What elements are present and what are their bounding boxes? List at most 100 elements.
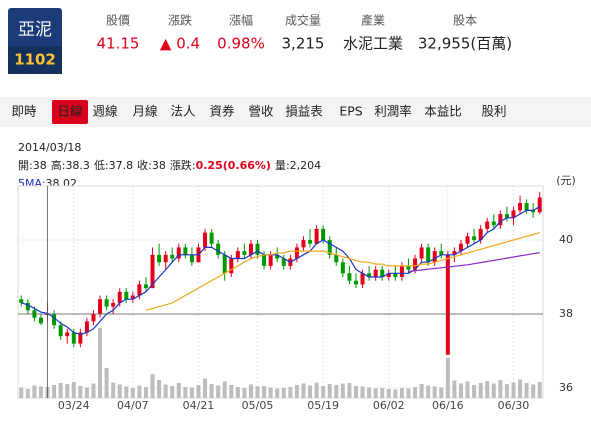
tab[interactable]: 月線 [132,104,158,119]
candle-body [334,254,339,263]
ma-line [408,252,540,273]
candle-body [98,299,103,315]
volume-bar [222,381,227,398]
candle-body [124,291,129,300]
candle-body [465,236,470,244]
candle-body [373,269,378,278]
volume-bar [353,386,358,398]
candle-body [84,321,89,333]
volume-bar [518,379,523,398]
candle-body [308,240,313,244]
candle-body [216,243,221,255]
info-value: 38 [152,159,166,172]
candle-body [262,254,267,266]
volume-bar [170,386,175,398]
candle-body [255,243,260,255]
volume-bar [58,383,63,398]
field-value: 水泥工業 [343,35,403,53]
volume-bar [189,387,194,398]
field-value: ▲ 0.4 [160,35,200,53]
field-label: 漲跌 [168,13,192,28]
candle-body [360,273,365,285]
volume-bar [262,386,267,398]
field-value: 41.15 [97,35,140,53]
tab[interactable]: 營收 [248,104,274,119]
tab[interactable]: 本益比 [424,104,462,119]
tab[interactable]: 資券 [209,104,235,119]
candle-body [117,291,122,303]
volume-bar [242,388,247,398]
field-label: 股價 [106,14,130,28]
candle-body [91,314,96,322]
volume-bar [386,389,391,398]
volume-bar [452,380,457,398]
volume-bar [465,381,470,398]
info-value: 38 [33,159,47,172]
volume-bar [71,382,76,398]
candle-body [380,269,385,278]
volume-bar [472,385,477,398]
tab[interactable]: 損益表 [285,104,323,119]
volume-bar [84,387,89,398]
candle-body [157,254,162,263]
volume-bar [38,386,43,398]
volume-bar [380,388,385,398]
tabs: 即時 日線 週線 月線 法人 資券 營收 損益表 EPS 利潤率 本益比 股利 [11,100,507,124]
chart: 36 38 40 03/24 04/07 04/21 05/05 05/19 06/02 06/1… [17,185,573,412]
volume-bar [491,383,496,398]
tab[interactable]: 即時 [11,104,37,119]
candle-body [52,314,57,326]
candle-body [294,247,299,259]
volume-bar [367,387,372,398]
candle-body [386,273,391,278]
tab[interactable]: 日線 [57,104,83,119]
tab[interactable]: 股利 [481,104,506,119]
candle-body [65,332,70,337]
tab[interactable]: EPS [339,104,362,119]
volume-bar [65,384,70,398]
candle-body [511,210,516,218]
x-tick-label: 04/21 [183,399,215,412]
ma-line [145,232,540,311]
badge-code-bg [8,46,62,74]
candle-body [485,221,490,229]
volume-bar [537,381,542,398]
info-label: 收: [137,158,152,172]
volume-bar [104,368,109,398]
field-value: 3,215 [282,35,325,53]
volume-bar [413,387,418,398]
tab[interactable]: 週線 [92,104,118,119]
candle-body [38,317,43,324]
candle-body [321,228,326,241]
info-date: 2014/03/18 [18,141,81,154]
volume-bar [360,386,365,398]
field-value: 32,955(百萬) [418,35,512,53]
tab[interactable]: 利潤率 [374,104,412,119]
volume-bar [511,382,516,398]
volume-bar [143,387,148,398]
volume-bar [445,358,450,398]
tab[interactable]: 法人 [170,104,196,119]
volume-bar [157,380,162,398]
candle-body [229,258,234,274]
candle-body [504,214,509,218]
candle-body [491,221,496,226]
x-tick-label: 06/30 [498,399,530,412]
volume-bar [150,374,155,398]
volume-bar [52,385,57,398]
volume-bar [439,387,444,398]
volume-bar [340,383,345,398]
volume-bar [176,383,181,398]
candle-body [340,262,345,274]
volume-bar [281,388,286,398]
field-value: 0.98% [217,35,265,53]
volume-bar [432,386,437,398]
volume-bar [268,387,273,398]
info-label: 開: [18,159,33,172]
x-tick-label: 05/19 [307,399,339,412]
y-tick-label: 40 [559,233,573,246]
candle-body [163,254,168,263]
candle-body [537,197,542,213]
candle-body [432,251,437,263]
